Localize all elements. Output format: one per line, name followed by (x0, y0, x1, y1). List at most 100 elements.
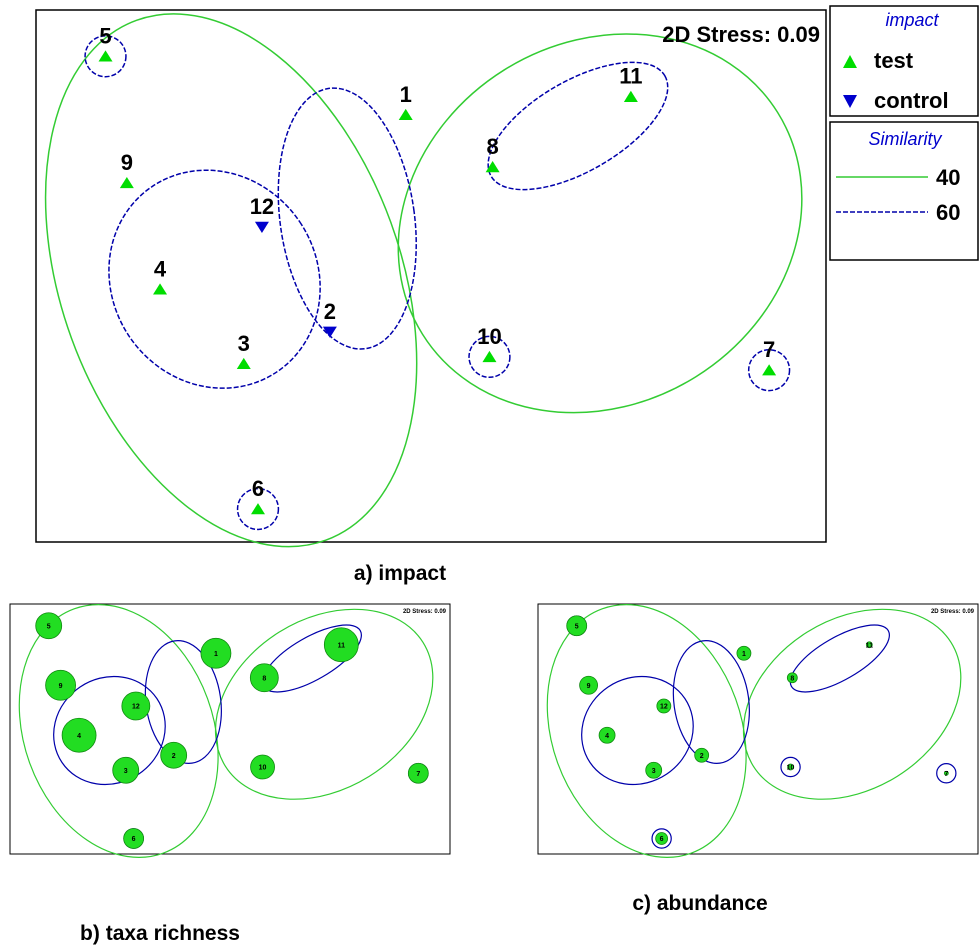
contour-60-3-4-9-12 (581, 675, 694, 786)
bubble-5 (35, 612, 63, 640)
bubble-label-7: 7 (944, 771, 948, 778)
similarity-contours-impact (44, 13, 803, 548)
bubble-label-1: 1 (214, 651, 218, 658)
contour-60-3-4-9-12 (53, 675, 166, 786)
bubble-11 (323, 627, 359, 663)
bubble-2 (160, 741, 188, 769)
bubble-4 (61, 717, 97, 753)
bubble-label-4: 4 (77, 733, 81, 740)
bubble-label-9: 9 (59, 683, 63, 690)
bubble-label-3: 3 (124, 768, 128, 775)
contour-60-1-2-12 (277, 87, 417, 350)
caption-abundance: c) abundance (632, 892, 767, 915)
bubble-label-12: 12 (132, 704, 140, 711)
bubble-label-6: 6 (660, 836, 664, 843)
legend-impact-title: impact (885, 10, 939, 30)
point-label-8: 8 (486, 134, 498, 159)
contour-60-1-2-12 (672, 640, 750, 764)
bubble-label-10: 10 (787, 765, 795, 772)
bubble-label-7: 7 (416, 771, 420, 778)
point-marker-9 (119, 176, 134, 189)
bubble-label-2: 2 (700, 753, 704, 760)
bubble-1 (200, 637, 232, 669)
bubble-3 (645, 761, 663, 779)
contour-40-left (44, 13, 418, 548)
contour-40-right (742, 608, 962, 800)
bubble-1 (736, 645, 752, 661)
bubble-7 (407, 762, 429, 784)
stress-annotation-taxa-richness: 2D Stress: 0.09 (403, 609, 447, 615)
point-label-2: 2 (324, 299, 336, 324)
bubble-label-5: 5 (47, 623, 51, 630)
point-label-9: 9 (121, 150, 133, 175)
contour-40-right (214, 608, 434, 800)
legend-control-label: control (874, 88, 949, 113)
point-marker-5 (98, 50, 113, 62)
caption-impact: a) impact (354, 562, 446, 585)
point-label-5: 5 (99, 23, 111, 48)
bubble-label-12: 12 (660, 704, 668, 711)
legend-similarity-title: Similarity (868, 129, 942, 149)
contour-40-right (397, 33, 803, 414)
legend-similarity-box (829, 121, 979, 261)
bubble-label-1: 1 (742, 651, 746, 658)
legend-similarity: Similarity 40 60 (829, 121, 979, 261)
contour-60-3-4-9-12 (108, 169, 321, 389)
contour-60-point-5 (84, 35, 127, 78)
contour-60-point-10 (468, 335, 511, 379)
bubble-8 (786, 672, 798, 684)
contour-60-point-10 (780, 756, 801, 778)
bubble-label-4: 4 (605, 733, 609, 740)
bubble-11 (865, 641, 873, 649)
point-label-6: 6 (252, 476, 264, 501)
bubble-4 (598, 726, 616, 744)
bubble-6 (123, 828, 145, 849)
legend-60-label: 60 (936, 200, 960, 225)
bubble-8 (249, 663, 279, 693)
bubble-10 (787, 763, 794, 771)
bubble-label-8: 8 (262, 675, 266, 682)
point-label-3: 3 (238, 331, 250, 356)
legend-test-marker (843, 55, 857, 68)
point-marker-3 (236, 357, 251, 370)
bubble-12 (656, 698, 672, 714)
bubble-12 (121, 691, 151, 721)
caption-taxa-richness: b) taxa richness (80, 922, 240, 945)
legend-test-label: test (874, 48, 914, 73)
point-marker-11 (623, 90, 638, 102)
bubble-label-11: 11 (338, 642, 346, 649)
bubble-label-5: 5 (575, 623, 579, 630)
point-label-1: 1 (400, 82, 412, 107)
point-marker-12 (254, 221, 269, 234)
point-label-11: 11 (619, 64, 642, 89)
bubble-label-10: 10 (259, 765, 267, 772)
contour-60-point-6 (236, 487, 280, 531)
contour-60-point-7 (936, 763, 957, 784)
legend-impact: impact test control (829, 5, 979, 117)
stress-annotation-abundance: 2D Stress: 0.09 (931, 609, 975, 615)
point-marker-8 (485, 160, 500, 173)
plot-frame-impact (35, 9, 827, 543)
point-marker-4 (153, 283, 168, 295)
bubble-7 (943, 770, 949, 776)
bubble-5 (566, 615, 588, 637)
bubble-2 (694, 747, 710, 763)
stress-annotation-impact: 2D Stress: 0.09 (662, 22, 820, 47)
bubble-label-9: 9 (587, 683, 591, 690)
bubble-9 (579, 675, 598, 695)
contour-40-left (18, 604, 219, 858)
point-label-10: 10 (477, 324, 501, 349)
bubble-label-8: 8 (790, 675, 794, 682)
bubble-10 (250, 754, 275, 780)
bubble-9 (45, 669, 76, 701)
bubble-label-3: 3 (652, 768, 656, 775)
legend-40-label: 40 (936, 165, 960, 190)
point-marker-10 (482, 350, 497, 363)
